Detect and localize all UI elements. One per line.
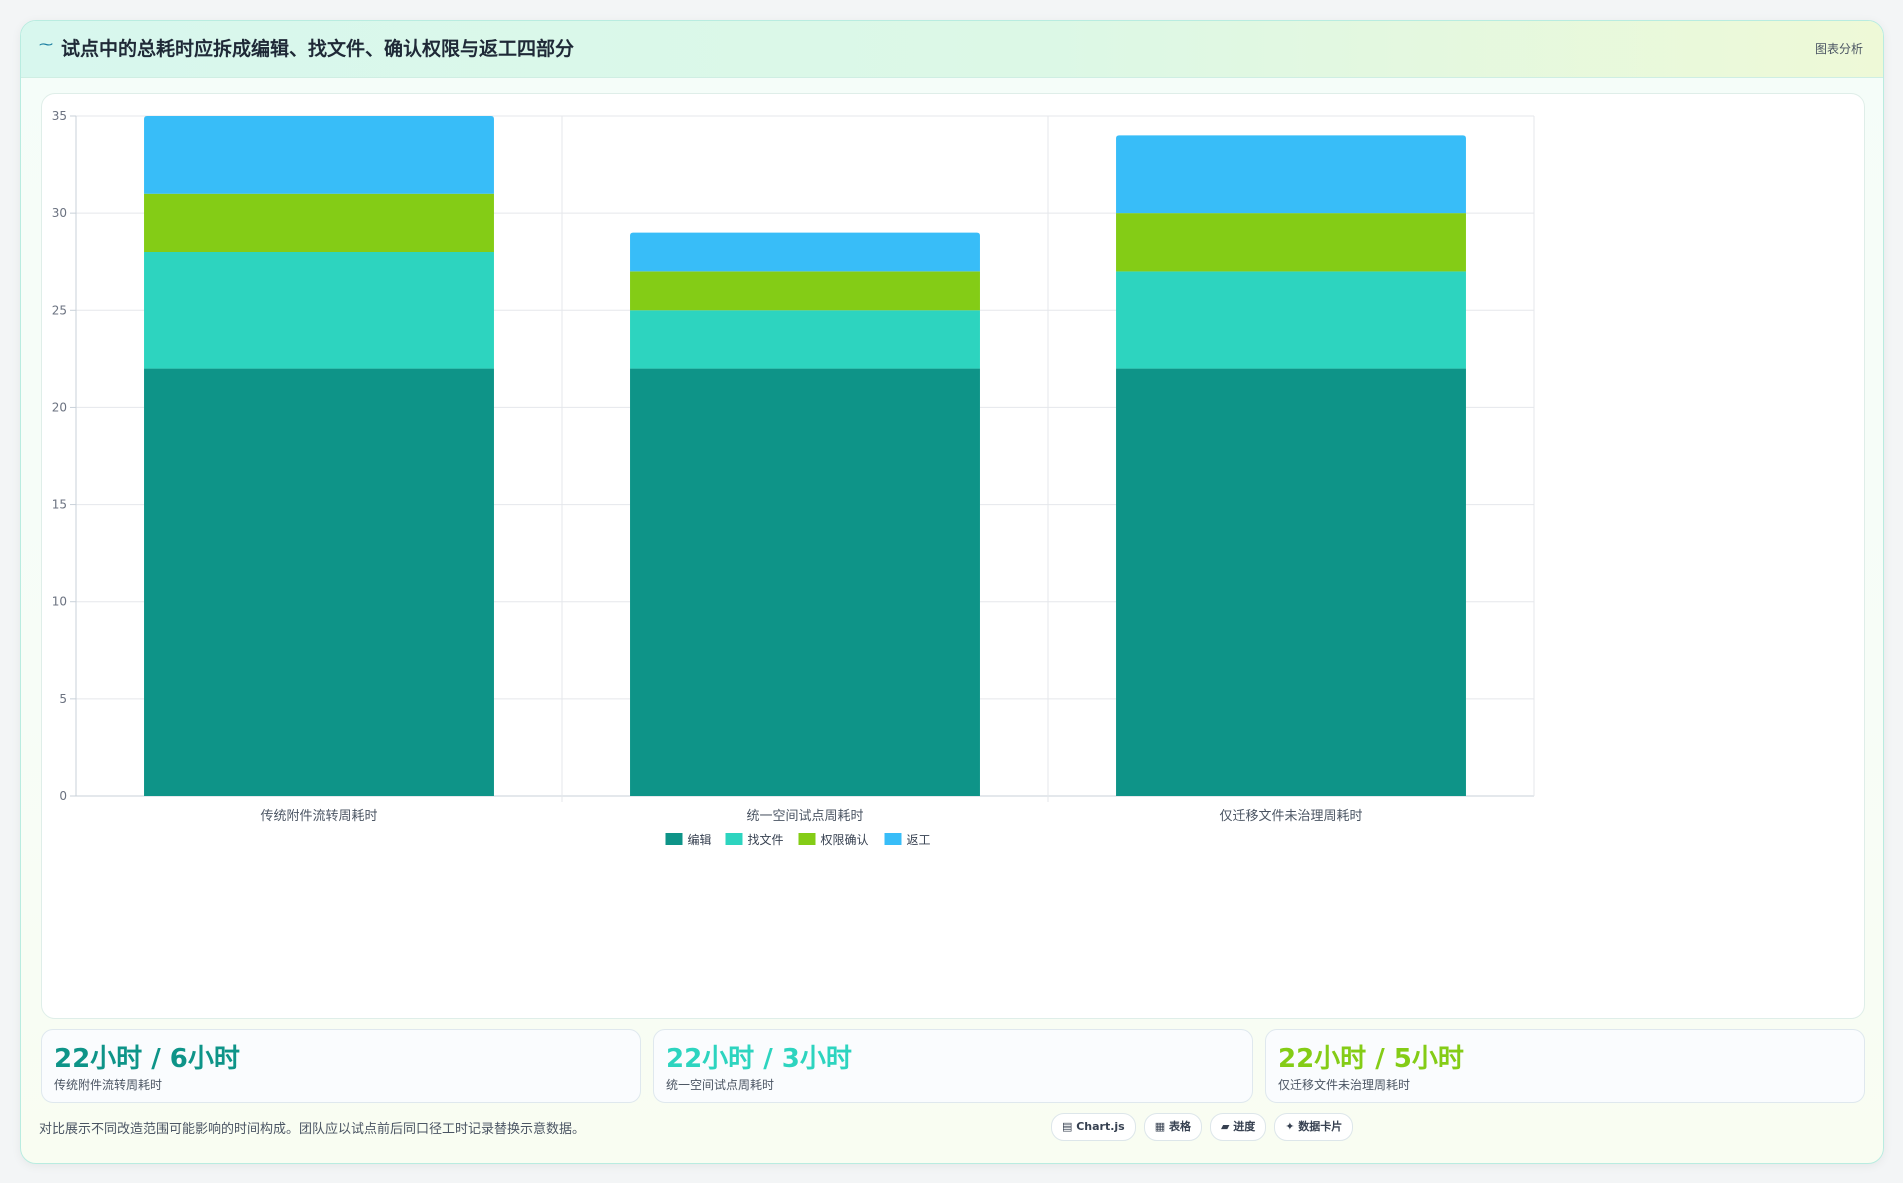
bar-segment: [144, 193, 494, 252]
pill-progress[interactable]: ▰ 进度: [1209, 1113, 1267, 1141]
legend-swatch: [665, 833, 683, 845]
chart-card: ⁓ 试点中的总耗时应拆成编辑、找文件、确认权限与返工四部分 图表分析 0 5 10 1…: [20, 20, 1884, 1164]
pill-data-card[interactable]: ✦ 数据卡片: [1274, 1113, 1354, 1141]
bar-segment: [144, 116, 494, 194]
x-category-label: 仅迁移文件未治理周耗时: [1219, 809, 1362, 824]
y-tick-label: 35: [52, 109, 67, 123]
bar-segment: [1116, 135, 1466, 214]
pill-table[interactable]: ▦ 表格: [1143, 1113, 1202, 1141]
bar-segment: [144, 368, 494, 796]
chart-title: 试点中的总耗时应拆成编辑、找文件、确认权限与返工四部分: [61, 38, 575, 60]
legend-swatch: [798, 833, 816, 845]
stat-label: 仅迁移文件未治理周耗时: [1278, 1078, 1411, 1092]
stat-value: 22小时 / 5小时: [1278, 1044, 1464, 1074]
y-tick-label: 20: [52, 400, 67, 414]
x-category-label: 统一空间试点周耗时: [746, 809, 863, 824]
stat-label: 传统附件流转周耗时: [54, 1078, 163, 1092]
bar-segment: [630, 368, 980, 796]
stat-card: 22小时 / 6小时 传统附件流转周耗时: [41, 1029, 641, 1103]
bar-segment: [1116, 271, 1466, 369]
legend-label: 权限确认: [821, 833, 869, 847]
bar-segment: [630, 232, 980, 272]
y-tick-label: 10: [52, 595, 67, 609]
stat-value: 22小时 / 6小时: [54, 1044, 240, 1074]
y-tick-label: 15: [52, 498, 67, 512]
stacked-bar-chart: 0 5 10 15 20 25 30 35 传统附件流转周耗时 统一空间试点周耗时 仅迁移文件未治理…: [52, 109, 1535, 847]
chart-panel: 0 5 10 15 20 25 30 35 传统附件流转周耗时 统一空间试点周耗时 仅迁移文件未治理…: [41, 93, 1865, 1019]
bar-segment: [1116, 368, 1466, 796]
y-tick-label: 25: [52, 303, 67, 317]
stat-card: 22小时 / 3小时 统一空间试点周耗时: [653, 1029, 1253, 1103]
y-tick-label: 30: [52, 206, 67, 220]
chart-analysis-tag: 图表分析: [1814, 42, 1863, 56]
stat-value: 22小时 / 3小时: [666, 1044, 852, 1074]
legend-label: 找文件: [748, 832, 784, 847]
stat-card: 22小时 / 5小时 仅迁移文件未治理周耗时: [1265, 1029, 1865, 1103]
pill-chartjs[interactable]: ▤ Chart.js: [1051, 1113, 1136, 1141]
bar-segment: [630, 271, 980, 311]
legend-swatch: [884, 833, 902, 845]
y-tick-label: 5: [59, 692, 67, 706]
footer-note: 对比展示不同改造范围可能影响的时间构成。团队应以试点前后同口径工时记录替换示意数…: [39, 1122, 586, 1137]
stat-label: 统一空间试点周耗时: [666, 1078, 775, 1092]
legend-label: 返工: [907, 833, 931, 847]
feature-pills: ▤ Chart.js ▦ 表格 ▰ 进度 ✦ 数据卡片: [1051, 1113, 1354, 1141]
wave-icon: ⁓: [39, 37, 53, 53]
bar-segment: [1116, 213, 1466, 272]
card-header: ⁓ 试点中的总耗时应拆成编辑、找文件、确认权限与返工四部分 图表分析: [21, 21, 1883, 78]
y-tick-label: 0: [59, 789, 67, 803]
bar-segment: [630, 310, 980, 369]
stat-cards: 22小时 / 6小时 传统附件流转周耗时 22小时 / 3小时 统一空间试点周耗…: [41, 1029, 1865, 1103]
bar-segment: [144, 252, 494, 369]
legend-swatch: [725, 833, 743, 845]
legend-label: 编辑: [688, 832, 712, 847]
x-category-label: 传统附件流转周耗时: [260, 809, 377, 824]
